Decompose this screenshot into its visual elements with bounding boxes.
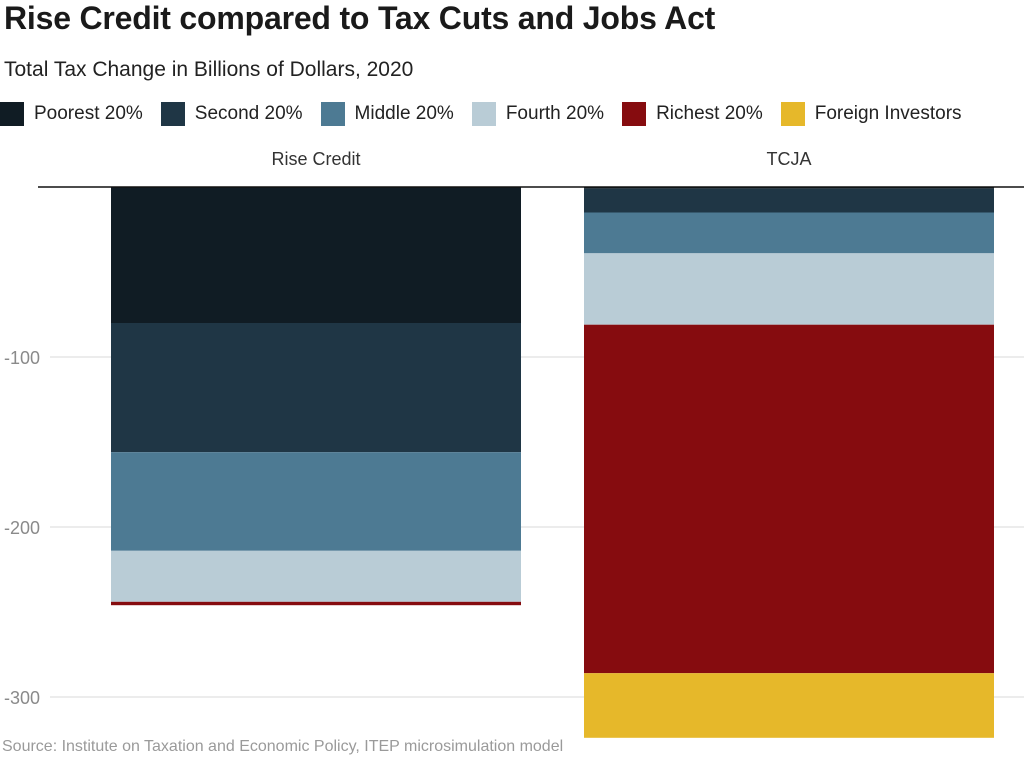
legend: Poorest 20% Second 20% Middle 20% Fourth 20…: [0, 101, 980, 127]
legend-item-second-20[interactable]: Second 20%: [160, 102, 303, 126]
legend-item-middle-20[interactable]: Middle 20%: [320, 102, 454, 126]
y-tick-label: -100: [4, 348, 40, 368]
legend-swatch: [0, 102, 24, 126]
legend-swatch: [160, 102, 185, 126]
legend-swatch: [622, 102, 647, 126]
legend-item-foreign-investors[interactable]: Foreign Investors: [780, 102, 962, 126]
legend-label: Fourth 20%: [505, 103, 605, 124]
legend-swatch: [471, 102, 496, 126]
bar-segment-rise-credit-richest-20: [111, 601, 521, 606]
bar-segment-rise-credit-poorest-20: [111, 187, 521, 323]
legend-label: Poorest 20%: [34, 103, 143, 124]
bar-segment-tcja-poorest-20: [584, 187, 994, 189]
legend-item-fourth-20[interactable]: Fourth 20%: [471, 102, 605, 126]
bar-segment-tcja-richest-20: [584, 324, 994, 674]
legend-label: Richest 20%: [656, 103, 763, 124]
bar-segment-tcja-foreign-investors: [584, 673, 994, 738]
legend-item-richest-20[interactable]: Richest 20%: [622, 102, 763, 126]
legend-label: Middle 20%: [354, 103, 454, 124]
bar-segment-tcja-second-20: [584, 188, 994, 213]
bar-segment-rise-credit-fourth-20: [111, 550, 521, 602]
bar-segment-tcja-middle-20: [584, 212, 994, 254]
bar-segment-tcja-fourth-20: [584, 253, 994, 325]
category-label-rise-credit: Rise Credit: [271, 149, 360, 169]
chart-subtitle: Total Tax Change in Billions of Dollars,…: [4, 58, 414, 81]
legend-label: Foreign Investors: [814, 103, 962, 124]
bar-segment-rise-credit-second-20: [111, 323, 521, 453]
chart-title: Rise Credit compared to Tax Cuts and Job…: [4, 0, 716, 36]
category-label-tcja: TCJA: [767, 149, 812, 169]
legend-swatch: [320, 102, 345, 126]
source-note: Source: Institute on Taxation and Econom…: [2, 738, 564, 755]
legend-label: Second 20%: [194, 103, 303, 124]
bar-segment-rise-credit-middle-20: [111, 452, 521, 551]
y-tick-label: -200: [4, 518, 40, 538]
legend-item-poorest-20[interactable]: Poorest 20%: [0, 102, 143, 126]
legend-swatch: [780, 102, 805, 126]
y-tick-label: -300: [4, 688, 40, 708]
